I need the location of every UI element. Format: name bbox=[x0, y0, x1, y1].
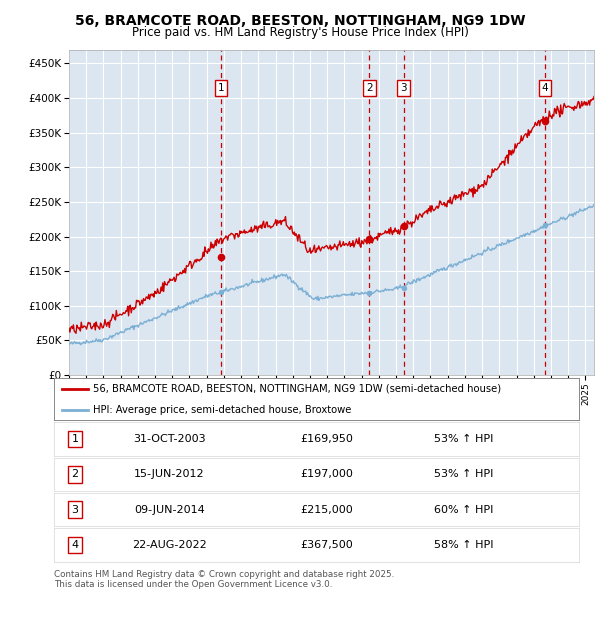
Text: 4: 4 bbox=[541, 82, 548, 93]
Text: 53% ↑ HPI: 53% ↑ HPI bbox=[434, 434, 493, 444]
Text: 15-JUN-2012: 15-JUN-2012 bbox=[134, 469, 205, 479]
Text: 58% ↑ HPI: 58% ↑ HPI bbox=[434, 540, 493, 550]
Text: 2: 2 bbox=[366, 82, 373, 93]
Text: £169,950: £169,950 bbox=[301, 434, 353, 444]
Text: 2: 2 bbox=[71, 469, 79, 479]
Text: HPI: Average price, semi-detached house, Broxtowe: HPI: Average price, semi-detached house,… bbox=[94, 405, 352, 415]
Text: 56, BRAMCOTE ROAD, BEESTON, NOTTINGHAM, NG9 1DW (semi-detached house): 56, BRAMCOTE ROAD, BEESTON, NOTTINGHAM, … bbox=[94, 384, 502, 394]
Text: 09-JUN-2014: 09-JUN-2014 bbox=[134, 505, 205, 515]
Text: 56, BRAMCOTE ROAD, BEESTON, NOTTINGHAM, NG9 1DW: 56, BRAMCOTE ROAD, BEESTON, NOTTINGHAM, … bbox=[75, 14, 525, 28]
Text: £215,000: £215,000 bbox=[301, 505, 353, 515]
Text: 4: 4 bbox=[71, 540, 79, 550]
Text: Contains HM Land Registry data © Crown copyright and database right 2025.
This d: Contains HM Land Registry data © Crown c… bbox=[54, 570, 394, 589]
Text: 53% ↑ HPI: 53% ↑ HPI bbox=[434, 469, 493, 479]
Text: £197,000: £197,000 bbox=[301, 469, 353, 479]
Text: 1: 1 bbox=[71, 434, 79, 444]
Text: £367,500: £367,500 bbox=[301, 540, 353, 550]
Text: 60% ↑ HPI: 60% ↑ HPI bbox=[434, 505, 493, 515]
Text: 3: 3 bbox=[400, 82, 407, 93]
Text: 22-AUG-2022: 22-AUG-2022 bbox=[132, 540, 207, 550]
Text: 3: 3 bbox=[71, 505, 79, 515]
Text: 31-OCT-2003: 31-OCT-2003 bbox=[133, 434, 206, 444]
Text: 1: 1 bbox=[218, 82, 224, 93]
Text: Price paid vs. HM Land Registry's House Price Index (HPI): Price paid vs. HM Land Registry's House … bbox=[131, 26, 469, 39]
